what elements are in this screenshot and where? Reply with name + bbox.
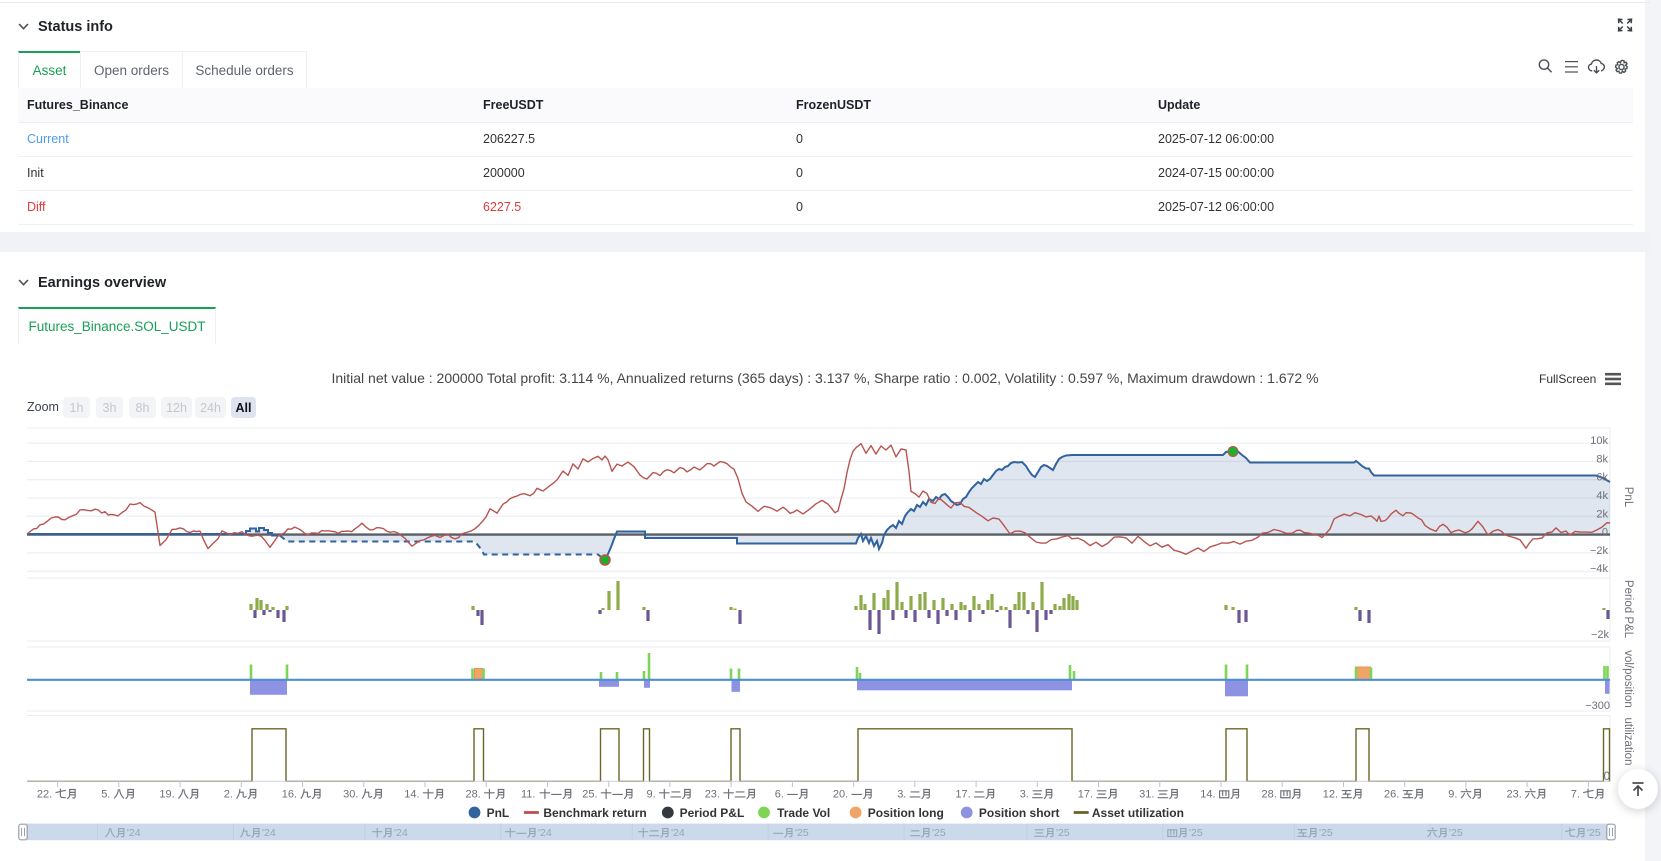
svg-text:'24: '24: [671, 827, 685, 839]
svg-text:3.: 3.: [897, 789, 906, 801]
svg-text:6k: 6k: [1596, 472, 1608, 484]
svg-text:23.: 23.: [705, 789, 720, 801]
svg-text:30.: 30.: [343, 789, 358, 801]
svg-text:'24: '24: [538, 827, 552, 839]
svg-text:16.: 16.: [282, 789, 297, 801]
svg-text:'25: '25: [1189, 827, 1203, 839]
svg-text:−300: −300: [1585, 700, 1610, 712]
svg-text:17.: 17.: [1078, 789, 1093, 801]
svg-text:9.: 9.: [1448, 789, 1457, 801]
svg-text:10k: 10k: [1590, 435, 1608, 447]
svg-text:28.: 28.: [466, 789, 481, 801]
svg-text:0: 0: [1602, 527, 1608, 539]
svg-text:Position long: Position long: [868, 806, 944, 820]
svg-text:6.: 6.: [775, 789, 784, 801]
svg-text:utilization: utilization: [1622, 718, 1634, 766]
svg-text:4k: 4k: [1596, 490, 1608, 502]
svg-text:22.: 22.: [37, 789, 52, 801]
svg-text:7.: 7.: [1571, 789, 1580, 801]
svg-text:PnL: PnL: [487, 806, 510, 820]
svg-text:3.: 3.: [1020, 789, 1029, 801]
svg-text:31.: 31.: [1139, 789, 1154, 801]
svg-text:−2k: −2k: [1591, 629, 1610, 641]
svg-text:'24: '24: [127, 827, 141, 839]
svg-text:'25: '25: [932, 827, 946, 839]
svg-text:23.: 23.: [1507, 789, 1522, 801]
svg-text:'25: '25: [1587, 827, 1601, 839]
svg-text:vol/position: vol/position: [1622, 650, 1634, 708]
svg-text:26.: 26.: [1384, 789, 1399, 801]
svg-text:17.: 17.: [955, 789, 970, 801]
svg-text:'25: '25: [1056, 827, 1070, 839]
svg-text:−4k: −4k: [1590, 563, 1609, 575]
svg-text:19.: 19.: [159, 789, 174, 801]
svg-text:14.: 14.: [1200, 789, 1215, 801]
svg-text:Trade Vol: Trade Vol: [777, 806, 830, 820]
svg-text:Period P&L: Period P&L: [1622, 580, 1634, 639]
svg-text:'25: '25: [1319, 827, 1333, 839]
svg-text:Benchmark return: Benchmark return: [543, 806, 646, 820]
svg-text:2k: 2k: [1596, 508, 1608, 520]
svg-text:8k: 8k: [1596, 453, 1608, 465]
svg-text:'25: '25: [1449, 827, 1463, 839]
svg-text:Position short: Position short: [979, 806, 1060, 820]
svg-text:'24: '24: [262, 827, 276, 839]
svg-text:PnL: PnL: [1622, 487, 1634, 508]
svg-text:9.: 9.: [647, 789, 656, 801]
svg-text:Asset utilization: Asset utilization: [1092, 806, 1184, 820]
svg-text:14.: 14.: [404, 789, 419, 801]
svg-text:'25: '25: [795, 827, 809, 839]
svg-text:25.: 25.: [582, 789, 597, 801]
svg-text:20.: 20.: [833, 789, 848, 801]
svg-text:5.: 5.: [101, 789, 110, 801]
svg-text:2.: 2.: [224, 789, 233, 801]
svg-text:0: 0: [1604, 771, 1610, 783]
svg-text:Period P&L: Period P&L: [680, 806, 745, 820]
svg-text:−2k: −2k: [1590, 545, 1609, 557]
svg-text:12.: 12.: [1323, 789, 1338, 801]
svg-text:28.: 28.: [1262, 789, 1277, 801]
svg-text:11.: 11.: [521, 789, 535, 801]
svg-text:'24: '24: [394, 827, 408, 839]
